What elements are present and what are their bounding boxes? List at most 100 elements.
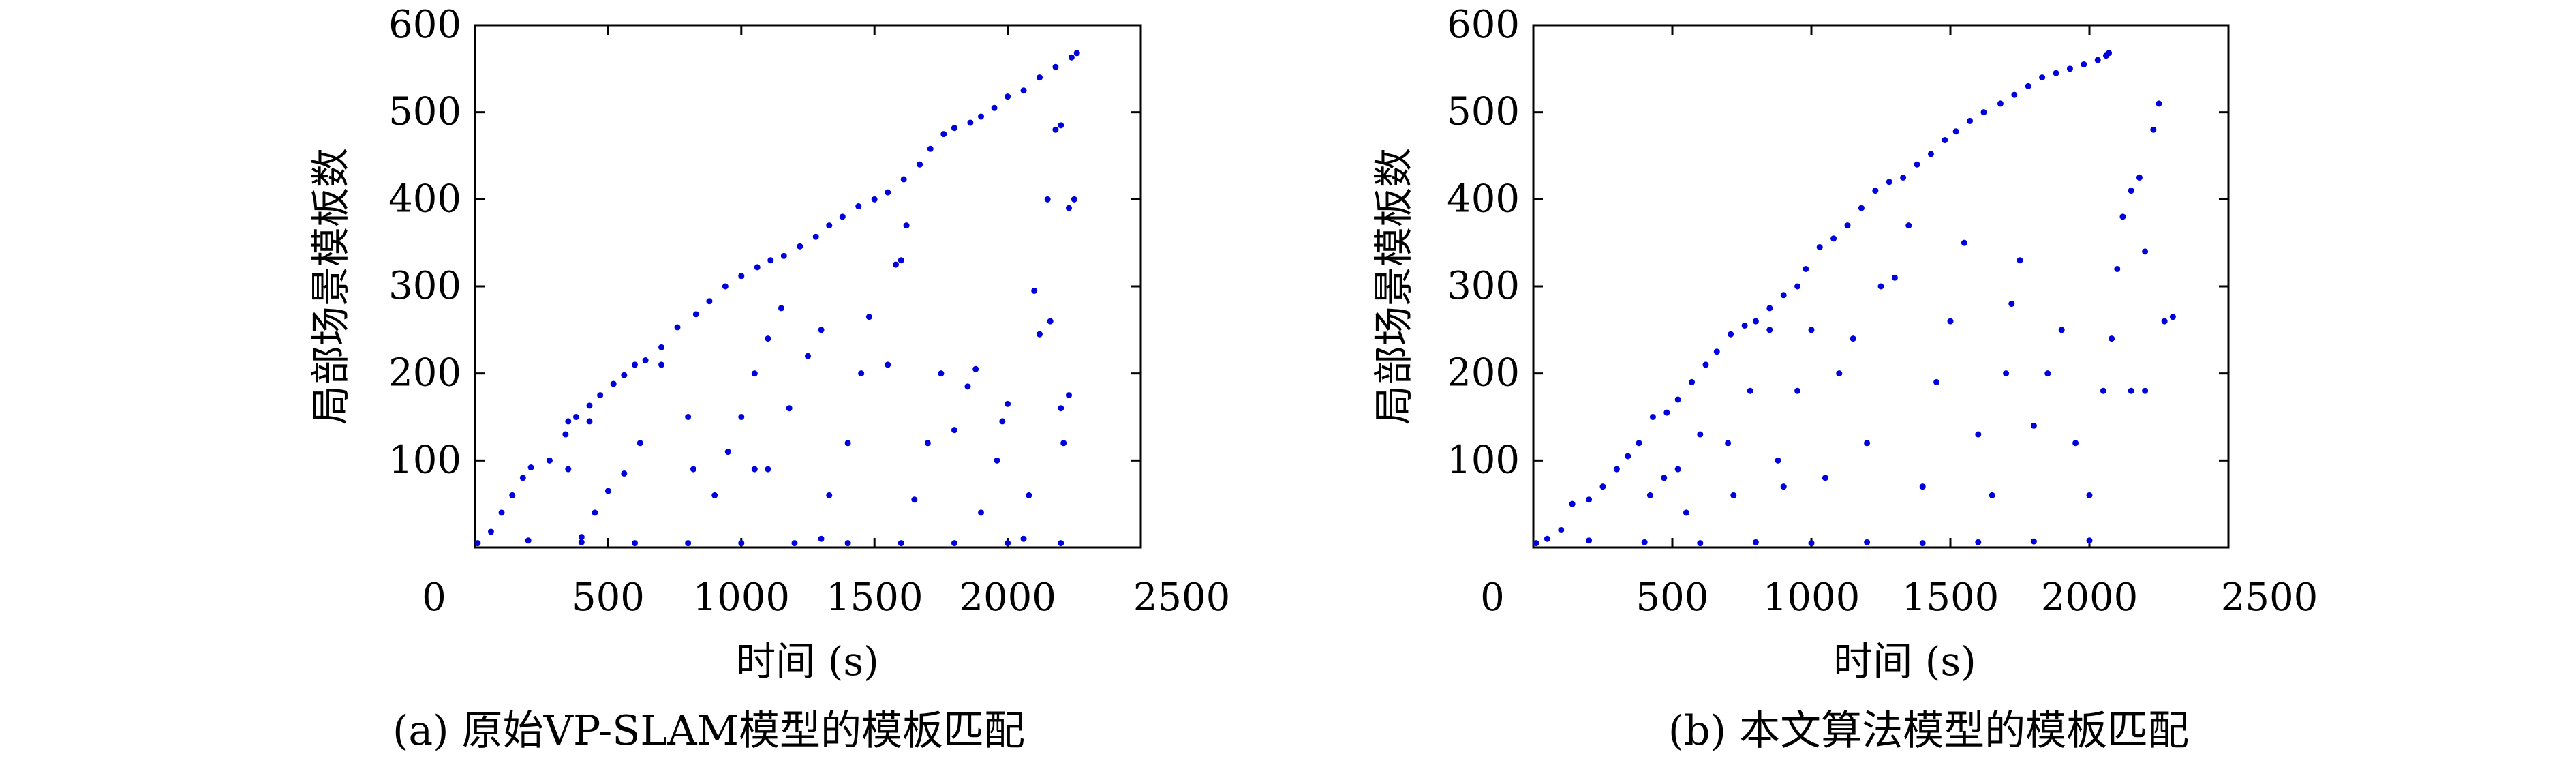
data-point-b-10 xyxy=(1663,409,1670,416)
data-point-b-14 xyxy=(1713,348,1720,355)
data-point-b-19 xyxy=(1780,292,1787,299)
data-point-b-55 xyxy=(1646,492,1653,498)
y-tick-label-a-300: 300 xyxy=(388,264,461,308)
data-point-b-30 xyxy=(1927,151,1934,158)
data-point-a-17 xyxy=(692,311,699,318)
data-point-a-28 xyxy=(855,203,862,210)
y-tick-label-b-100: 100 xyxy=(1447,438,1520,482)
data-point-a-89 xyxy=(938,370,945,377)
data-point-b-65 xyxy=(1780,483,1787,490)
data-point-a-102 xyxy=(1058,122,1064,129)
plot-area-a xyxy=(474,24,1142,549)
data-point-a-87 xyxy=(911,496,918,503)
data-point-b-9 xyxy=(1649,414,1656,420)
data-point-a-109 xyxy=(1065,205,1072,211)
x-tick-label-a-1000: 1000 xyxy=(693,575,791,620)
data-point-b-51 xyxy=(1919,540,1926,547)
data-point-a-103 xyxy=(1036,331,1043,338)
data-point-b-59 xyxy=(1697,431,1704,438)
data-point-b-1 xyxy=(1544,535,1550,542)
data-point-a-64 xyxy=(658,361,665,368)
data-point-b-75 xyxy=(1919,483,1926,490)
x-tick-label-a-2500: 2500 xyxy=(1133,575,1231,620)
x-tick-label-b-2500: 2500 xyxy=(2221,575,2318,620)
data-point-b-61 xyxy=(1730,492,1737,498)
data-point-a-43 xyxy=(1068,54,1075,61)
data-point-b-3 xyxy=(1569,500,1576,507)
data-point-b-40 xyxy=(2066,65,2073,72)
data-point-a-47 xyxy=(631,540,638,547)
data-point-b-23 xyxy=(1830,235,1837,242)
data-point-b-47 xyxy=(1697,540,1704,547)
data-point-a-13 xyxy=(631,361,638,368)
data-point-b-84 xyxy=(2030,422,2037,429)
data-point-b-67 xyxy=(1808,327,1815,333)
data-point-a-98 xyxy=(1026,492,1032,498)
data-point-a-71 xyxy=(765,335,771,342)
data-point-b-56 xyxy=(1661,475,1668,481)
y-tick-label-a-400: 400 xyxy=(388,177,461,221)
x-tick-label-b-500: 500 xyxy=(1636,575,1709,620)
data-point-b-15 xyxy=(1728,331,1734,338)
data-point-a-80 xyxy=(844,440,851,447)
data-point-a-69 xyxy=(738,414,745,420)
data-point-b-8 xyxy=(1636,440,1642,447)
caption-a: (a) 原始VP-SLAM模型的模板匹配 xyxy=(393,707,1025,755)
data-point-a-53 xyxy=(951,540,957,547)
data-point-b-6 xyxy=(1613,466,1620,472)
data-point-a-60 xyxy=(592,509,598,516)
data-point-a-97 xyxy=(1020,535,1027,542)
data-point-b-90 xyxy=(2109,335,2115,342)
data-point-b-35 xyxy=(1997,100,2004,107)
data-point-a-29 xyxy=(871,196,878,202)
data-point-a-101 xyxy=(1052,126,1059,133)
data-point-b-80 xyxy=(1989,492,1995,498)
data-point-a-100 xyxy=(1044,196,1051,202)
data-point-a-107 xyxy=(1071,196,1077,202)
y-tick-label-a-200: 200 xyxy=(388,351,461,395)
y-tick-label-b-200: 200 xyxy=(1447,351,1520,395)
data-point-b-73 xyxy=(1891,274,1898,281)
data-point-b-69 xyxy=(1836,370,1843,377)
x-axis-label-b: 时间 (s) xyxy=(1833,638,1976,685)
caption-b: (b) 本文算法模型的模板匹配 xyxy=(1668,707,2189,755)
panel-b: 0 500 1000 1500 2000 2500 100 200 300 400 500 600 时… xyxy=(1370,3,2318,755)
data-point-a-58 xyxy=(586,418,593,425)
data-point-b-79 xyxy=(1975,431,1982,438)
data-point-a-26 xyxy=(826,222,833,229)
data-point-a-78 xyxy=(818,535,825,542)
data-point-b-82 xyxy=(2008,301,2015,308)
scatter-points-b xyxy=(1533,50,2176,547)
data-point-b-97 xyxy=(2156,100,2162,107)
data-point-b-7 xyxy=(1625,453,1631,460)
data-point-b-87 xyxy=(2072,440,2079,447)
data-point-a-55 xyxy=(1058,540,1064,547)
data-point-a-0 xyxy=(474,540,481,547)
data-point-b-58 xyxy=(1683,509,1689,516)
data-point-a-72 xyxy=(778,305,784,312)
data-point-a-51 xyxy=(844,540,851,547)
x-axis-label-a: 时间 (s) xyxy=(736,638,878,685)
data-point-b-86 xyxy=(2058,327,2065,333)
data-point-b-13 xyxy=(1702,361,1709,368)
data-point-a-85 xyxy=(898,257,904,264)
data-point-b-28 xyxy=(1900,174,1907,181)
data-point-b-37 xyxy=(2025,82,2031,89)
data-point-a-30 xyxy=(885,189,891,196)
data-point-b-24 xyxy=(1844,222,1851,229)
data-point-a-9 xyxy=(586,402,593,409)
data-point-b-4 xyxy=(1586,496,1593,503)
data-point-a-24 xyxy=(797,243,803,250)
data-point-a-49 xyxy=(738,540,745,547)
data-point-b-21 xyxy=(1803,265,1809,272)
data-point-b-85 xyxy=(2044,370,2051,377)
data-point-b-31 xyxy=(1942,137,1948,144)
data-point-a-12 xyxy=(621,372,628,378)
data-point-a-46 xyxy=(578,539,585,545)
data-point-b-66 xyxy=(1794,387,1801,394)
data-point-a-104 xyxy=(1047,318,1054,325)
data-point-b-16 xyxy=(1741,322,1748,329)
data-point-a-92 xyxy=(972,365,979,372)
data-point-b-49 xyxy=(1808,540,1815,547)
